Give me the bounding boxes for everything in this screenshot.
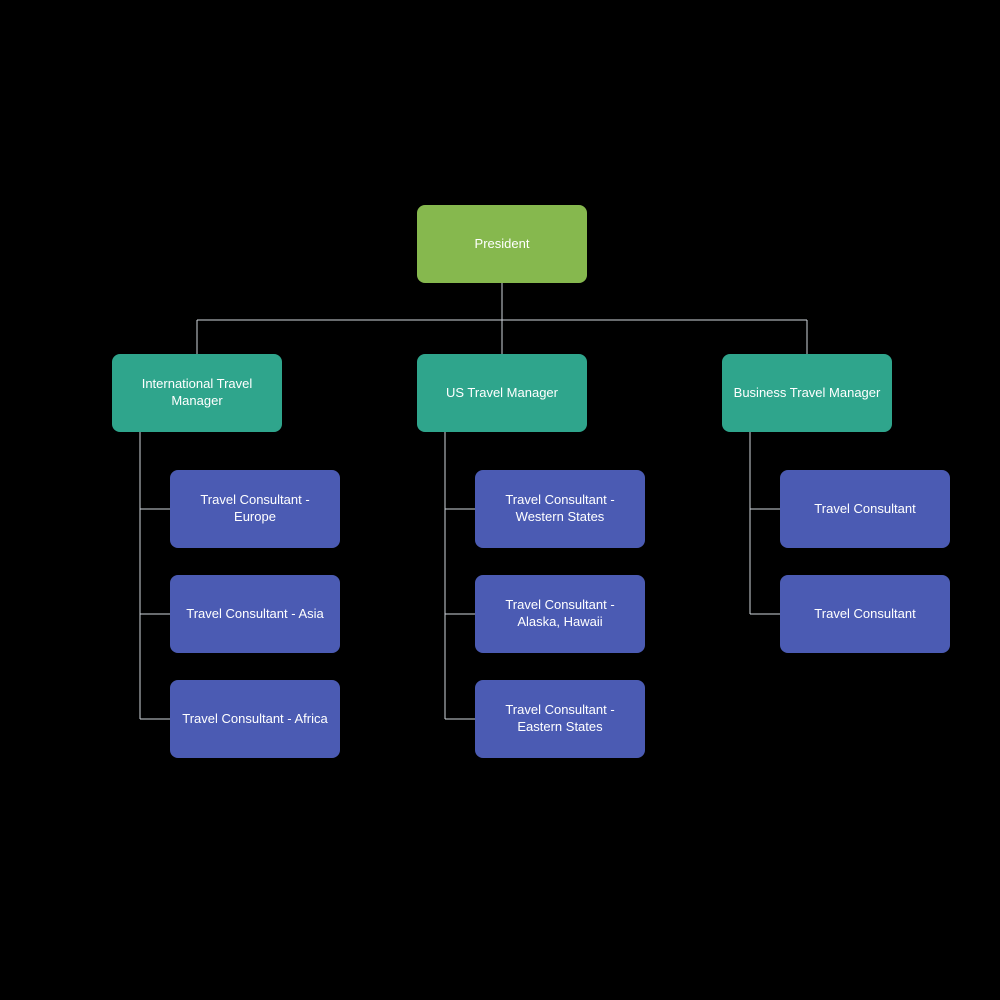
node-label: President — [475, 236, 530, 253]
node-label: International Travel Manager — [122, 376, 272, 410]
node-consultant-africa: Travel Consultant - Africa — [170, 680, 340, 758]
node-label: Travel Consultant - Alaska, Hawaii — [485, 597, 635, 631]
node-label: US Travel Manager — [446, 385, 558, 402]
node-manager-business: Business Travel Manager — [722, 354, 892, 432]
node-consultant-alaska-hawaii: Travel Consultant - Alaska, Hawaii — [475, 575, 645, 653]
node-consultant-eastern: Travel Consultant - Eastern States — [475, 680, 645, 758]
node-label: Travel Consultant — [814, 501, 915, 518]
node-consultant-business-1: Travel Consultant — [780, 470, 950, 548]
node-consultant-business-2: Travel Consultant — [780, 575, 950, 653]
node-label: Travel Consultant - Western States — [485, 492, 635, 526]
node-label: Travel Consultant - Eastern States — [485, 702, 635, 736]
node-label: Business Travel Manager — [734, 385, 881, 402]
node-manager-international: International Travel Manager — [112, 354, 282, 432]
node-consultant-asia: Travel Consultant - Asia — [170, 575, 340, 653]
node-consultant-europe: Travel Consultant - Europe — [170, 470, 340, 548]
node-manager-us: US Travel Manager — [417, 354, 587, 432]
node-consultant-western: Travel Consultant - Western States — [475, 470, 645, 548]
node-label: Travel Consultant - Asia — [186, 606, 324, 623]
node-label: Travel Consultant — [814, 606, 915, 623]
org-chart-canvas: President International Travel Manager U… — [0, 0, 1000, 1000]
node-label: Travel Consultant - Africa — [182, 711, 327, 728]
node-president: President — [417, 205, 587, 283]
node-label: Travel Consultant - Europe — [180, 492, 330, 526]
